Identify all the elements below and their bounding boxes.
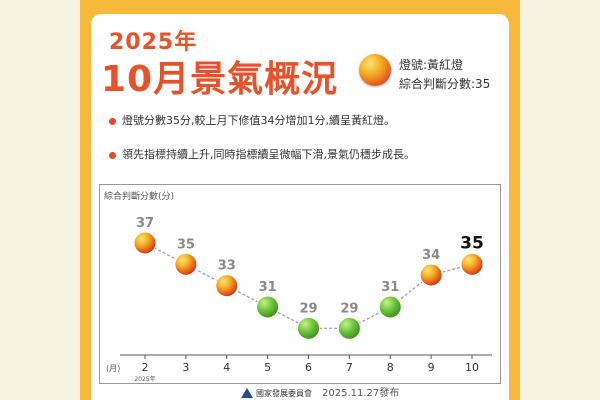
light-point-5 xyxy=(256,295,280,319)
footer-date: 2025.11.27發布 xyxy=(322,388,400,399)
x-tick-label-10: 10 xyxy=(465,361,479,374)
light-point-6 xyxy=(297,316,320,340)
x-tick-label-4: 4 xyxy=(223,361,230,374)
chart-ylabel: 綜合判斷分數(分) xyxy=(104,192,175,202)
footer: 國家發展委員會 2025.11.27發布 xyxy=(241,384,399,399)
content-panel: 2025年 10月景氣概況 燈號:黃紅燈 綜合判斷分數:35 燈號分數35分,較… xyxy=(91,14,509,400)
x-axis-year-label: 2025年 xyxy=(134,375,155,383)
data-label-5: 31 xyxy=(259,280,277,295)
bullet-1: 燈號分數35分,較上月下修值34分增加1分,續呈黃紅燈。 xyxy=(109,112,395,128)
x-tick-label-2: 2 xyxy=(142,361,149,374)
ndc-logo-icon xyxy=(241,388,253,398)
data-label-10: 35 xyxy=(460,233,484,253)
data-label-6: 29 xyxy=(299,301,317,316)
year-heading: 2025年 xyxy=(109,30,198,55)
light-point-4 xyxy=(215,274,239,298)
light-point-9 xyxy=(419,263,443,287)
x-tick-label-7: 7 xyxy=(346,361,353,374)
infographic-card: 2025年 10月景氣概況 燈號:黃紅燈 綜合判斷分數:35 燈號分數35分,較… xyxy=(80,0,520,400)
data-label-8: 31 xyxy=(381,280,399,295)
status-box: 燈號:黃紅燈 綜合判斷分數:35 xyxy=(399,56,490,94)
series-line xyxy=(144,242,473,329)
bullet-text: 領先指標持續上升,同時指標續呈微幅下滑,景氣仍穩步成長。 xyxy=(122,148,415,161)
signal-status: 燈號:黃紅燈 xyxy=(399,58,464,72)
yellow-red-light-icon xyxy=(359,54,391,86)
bullet-text: 燈號分數35分,較上月下修值34分增加1分,續呈黃紅燈。 xyxy=(122,114,395,127)
bullet-dot-icon xyxy=(109,151,116,159)
x-tick-label-3: 3 xyxy=(182,361,189,374)
score-chart: 綜合判斷分數(分) 37 2 35 3 33 4 31 5 29 6 29 7 31 8 34 9 35 10 (月… xyxy=(99,184,501,384)
footer-org: 國家發展委員會 xyxy=(256,389,312,398)
bullet-dot-icon xyxy=(109,117,116,125)
data-label-2: 37 xyxy=(136,216,154,231)
right-margin xyxy=(520,0,600,400)
light-point-8 xyxy=(378,295,402,319)
data-label-9: 34 xyxy=(422,248,440,263)
bullet-2: 領先指標持續上升,同時指標續呈微幅下滑,景氣仍穩步成長。 xyxy=(109,146,415,162)
left-margin xyxy=(0,0,80,400)
x-axis-unit-label: (月) xyxy=(106,364,120,373)
x-tick-label-6: 6 xyxy=(305,361,312,374)
light-point-2 xyxy=(133,231,157,255)
light-point-3 xyxy=(174,252,198,276)
light-point-7 xyxy=(337,316,361,340)
x-tick-label-8: 8 xyxy=(387,361,394,374)
x-tick-label-9: 9 xyxy=(428,361,435,374)
data-label-4: 33 xyxy=(218,259,236,274)
score-status: 綜合判斷分數:35 xyxy=(399,77,491,91)
data-label-7: 29 xyxy=(340,301,358,316)
light-point-10 xyxy=(460,252,484,276)
page-title: 10月景氣概況 xyxy=(101,59,339,100)
x-tick-label-5: 5 xyxy=(264,361,271,374)
data-label-3: 35 xyxy=(177,237,195,252)
